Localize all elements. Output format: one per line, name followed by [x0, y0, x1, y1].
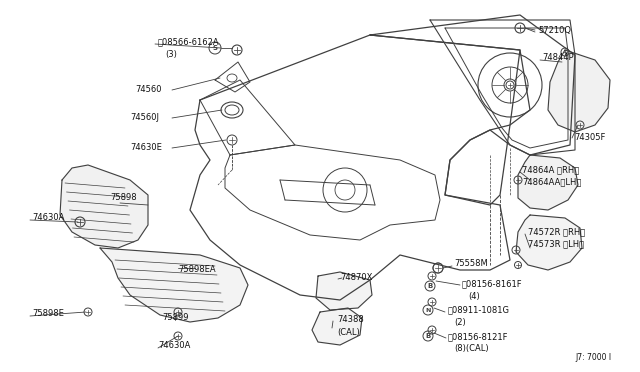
Text: 74630A: 74630A [158, 341, 190, 350]
Text: 74573R 〈LH〉: 74573R 〈LH〉 [528, 240, 584, 248]
Text: ⒲08156-8161F: ⒲08156-8161F [462, 279, 523, 289]
Polygon shape [100, 248, 248, 322]
Text: 74560J: 74560J [130, 113, 159, 122]
Text: Ⓞ08911-1081G: Ⓞ08911-1081G [448, 305, 510, 314]
Text: 57210Q: 57210Q [538, 26, 571, 35]
Text: 74630A: 74630A [32, 214, 65, 222]
Text: ⒲08156-8121F: ⒲08156-8121F [448, 333, 509, 341]
Text: (4): (4) [468, 292, 480, 301]
Text: 75558M: 75558M [454, 260, 488, 269]
Text: B: B [428, 283, 433, 289]
Polygon shape [518, 155, 578, 210]
Text: 74305F: 74305F [574, 134, 605, 142]
Text: 74572R 〈RH〉: 74572R 〈RH〉 [528, 228, 585, 237]
Text: Ⓝ08566-6162A: Ⓝ08566-6162A [158, 38, 220, 46]
Text: 74870X: 74870X [340, 273, 372, 282]
Text: J7: 7000 I: J7: 7000 I [575, 353, 611, 362]
Text: (8)(CAL): (8)(CAL) [454, 344, 488, 353]
Polygon shape [548, 50, 610, 132]
Text: 74560: 74560 [135, 86, 161, 94]
Polygon shape [312, 308, 362, 345]
Text: 75898EA: 75898EA [178, 266, 216, 275]
Text: 75898: 75898 [110, 193, 136, 202]
Text: 74864AA〈LH〉: 74864AA〈LH〉 [522, 177, 581, 186]
Text: 75899: 75899 [162, 314, 189, 323]
Text: (CAL): (CAL) [337, 327, 360, 337]
Text: 74864A 〈RH〉: 74864A 〈RH〉 [522, 166, 579, 174]
Text: 74844P: 74844P [542, 54, 573, 62]
Polygon shape [516, 215, 582, 270]
Text: 74388: 74388 [337, 315, 364, 324]
Polygon shape [316, 272, 372, 310]
Text: (3): (3) [165, 49, 177, 58]
Polygon shape [60, 165, 148, 248]
Text: (2): (2) [454, 317, 466, 327]
Text: S: S [212, 45, 218, 51]
Text: N: N [426, 308, 431, 312]
Text: B: B [426, 333, 431, 339]
Text: 74630E: 74630E [130, 144, 162, 153]
Text: 75898E: 75898E [32, 310, 64, 318]
